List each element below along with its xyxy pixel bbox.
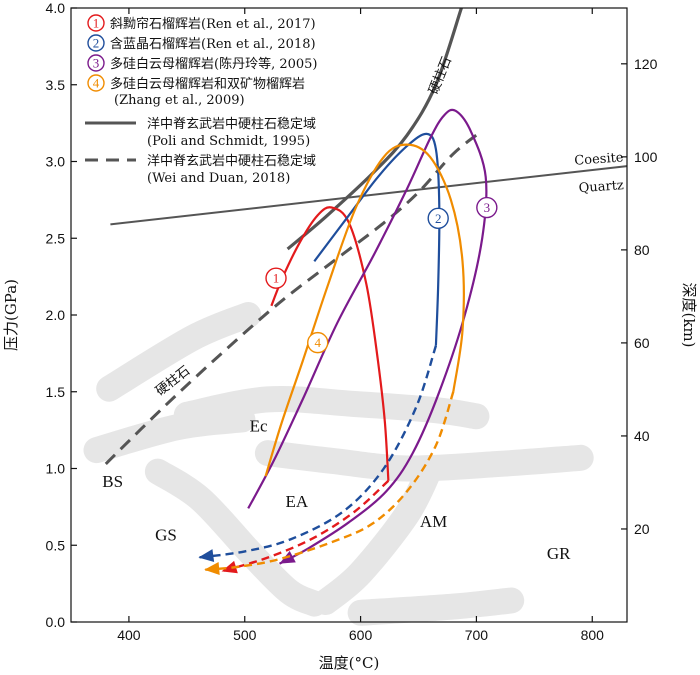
facies-label-ea: EA — [286, 492, 309, 511]
pt-path-4: 4 — [204, 143, 465, 575]
y-tick-label: 3.5 — [46, 77, 66, 93]
field-labels: BS GS Ec EA AM GR — [102, 417, 571, 563]
pt-path-2-arrow — [198, 549, 215, 563]
pt-path-2-retrograde — [198, 345, 438, 559]
legend-entry-4: 4 多硅白云母榴辉岩和双矿物榴辉岩(Zhang et al., 2009) — [87, 74, 305, 108]
y2-tick-label: 100 — [634, 149, 658, 165]
x-tick-label: 700 — [465, 627, 489, 643]
watermark — [83, 302, 594, 626]
pt-path-1-marker-number: 1 — [273, 271, 280, 286]
legend-entry-1: 1 斜黝帘石榴辉岩(Ren et al., 2017) — [87, 14, 316, 32]
x-axis-title: 温度(°C) — [319, 654, 380, 672]
legend-label-2: (Zhang et al., 2009) — [114, 93, 245, 108]
y-tick-label: 0.0 — [46, 614, 66, 630]
watermark-stroke — [83, 406, 256, 464]
legend-label: 洋中脊玄武岩中硬柱石稳定域 — [147, 116, 316, 132]
y2-tick-label: 60 — [634, 335, 650, 351]
y2-axis-title: 深度(km) — [680, 282, 698, 347]
y-tick-label: 3.0 — [46, 154, 66, 170]
y2-tick-label: 20 — [634, 521, 650, 537]
pt-path-1: 1 — [221, 206, 390, 574]
legend-label: 多硅白云母榴辉岩(陈丹玲等, 2005) — [110, 56, 318, 72]
pt-path-4-marker-number: 4 — [314, 335, 321, 350]
line-annotation: 硬柱石 — [426, 55, 455, 97]
y-tick-label: 4.0 — [46, 0, 66, 16]
pt-path-4-marker: 4 — [307, 331, 329, 354]
facies-label-bs: BS — [102, 472, 123, 491]
legend-marker-3: 3 — [87, 54, 105, 72]
y-tick-label: 0.5 — [46, 537, 66, 553]
facies-label-gs: GS — [155, 526, 177, 545]
legend: 1 斜黝帘石榴辉岩(Ren et al., 2017) 2 含蓝晶石榴辉岩(Ren e… — [85, 14, 318, 186]
y2-tick-label: 80 — [634, 242, 650, 258]
line-annotation: Quartz — [578, 178, 624, 196]
watermark-stroke — [144, 458, 328, 617]
x-tick-label: 500 — [233, 627, 257, 643]
pt-path-2-marker: 2 — [427, 207, 449, 229]
legend-label: 多硅白云母榴辉岩和双矿物榴辉岩 — [110, 76, 305, 92]
pt-path-3-marker-circle — [476, 196, 498, 219]
legend-label: 含蓝晶石榴辉岩(Ren et al., 2018) — [110, 36, 316, 52]
x-tick-label: 800 — [581, 627, 605, 643]
legend-marker-2: 2 — [87, 34, 105, 52]
legend-marker-3-number: 3 — [93, 56, 100, 71]
y-axis-title: 压力(GPa) — [2, 279, 20, 351]
legend-marker-2-circle — [87, 34, 105, 52]
x-tick-label: 600 — [349, 627, 373, 643]
pt-path-1-marker: 1 — [265, 267, 287, 289]
watermark-stroke — [173, 386, 490, 430]
legend-marker-2-number: 2 — [93, 36, 100, 51]
legend-marker-4-circle — [87, 74, 105, 92]
pt-path-2-marker-circle — [427, 207, 449, 229]
facies-label-gr: GR — [547, 544, 571, 563]
pt-path-2-marker-number: 2 — [435, 211, 442, 226]
legend-marker-3-circle — [87, 54, 105, 72]
y2-tick-label: 40 — [634, 428, 650, 444]
y-tick-label: 1.5 — [46, 384, 66, 400]
line-annotation: Coesite — [574, 150, 624, 168]
watermark-stroke — [312, 455, 444, 615]
legend-label: 洋中脊玄武岩中硬柱石稳定域 — [147, 153, 316, 169]
watermark-stroke — [96, 302, 262, 402]
legend-label-2: (Poli and Schmidt, 1995) — [147, 134, 310, 149]
legend-entry-6: 洋中脊玄武岩中硬柱石稳定域 (Wei and Duan, 2018) — [85, 153, 316, 186]
coesite-quartz-line — [110, 165, 628, 226]
pt-path-1-prograde — [270, 206, 390, 481]
lawsonite-wei-line — [104, 129, 484, 465]
legend-marker-1-number: 1 — [93, 16, 100, 31]
watermark-stroke — [347, 587, 525, 626]
y-tick-label: 2.5 — [46, 230, 66, 246]
x-tick-label: 400 — [117, 627, 141, 643]
facies-label-ec: Ec — [250, 417, 268, 436]
y-tick-label: 1.0 — [46, 461, 66, 477]
pt-path-3-marker-number: 3 — [484, 200, 491, 215]
y-tick-label: 2.0 — [46, 307, 66, 323]
pt-path-4-solid — [264, 143, 465, 477]
pt-path-3-line — [247, 108, 488, 565]
legend-entry-2: 2 含蓝晶石榴辉岩(Ren et al., 2018) — [87, 34, 316, 52]
pt-path-1-retrograde — [221, 479, 390, 573]
legend-marker-1-circle — [87, 14, 105, 32]
lawsonite-poli-line — [286, 7, 463, 251]
legend-label: 斜黝帘石榴辉岩(Ren et al., 2017) — [110, 16, 316, 32]
pt-path-4-marker-circle — [307, 331, 329, 354]
pt-path-3-marker: 3 — [476, 196, 498, 219]
legend-marker-4: 4 — [87, 74, 105, 92]
pt-path-4-arrow — [204, 562, 220, 575]
legend-entry-5: 洋中脊玄武岩中硬柱石稳定域 (Poli and Schmidt, 1995) — [85, 116, 316, 149]
pt-paths: 1 2 3 4 — [198, 108, 498, 575]
legend-marker-1: 1 — [87, 14, 105, 32]
y2-tick-label: 120 — [634, 56, 658, 72]
pt-path-1-marker-circle — [265, 267, 287, 289]
legend-label-2: (Wei and Duan, 2018) — [147, 171, 290, 186]
legend-entry-3: 3 多硅白云母榴辉岩(陈丹玲等, 2005) — [87, 54, 318, 72]
watermark-stroke — [254, 440, 594, 482]
legend-marker-4-number: 4 — [93, 76, 100, 91]
pt-path-1-arrow — [221, 560, 238, 574]
facies-label-am: AM — [420, 512, 447, 531]
